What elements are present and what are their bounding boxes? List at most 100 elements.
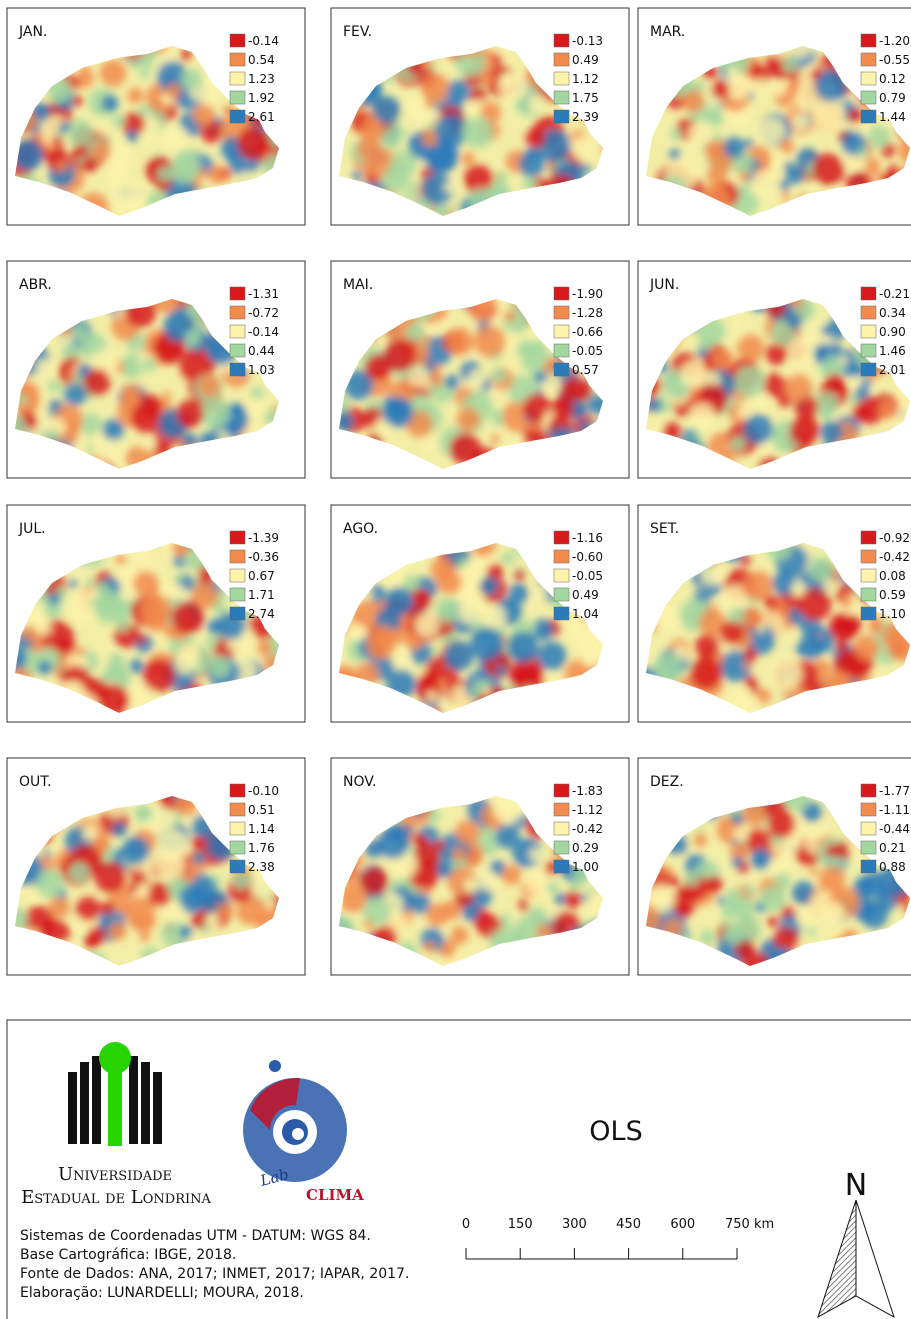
map-cell <box>112 822 127 837</box>
legend-swatch <box>554 822 569 835</box>
legend-label: 0.08 <box>879 569 906 583</box>
map-cell <box>206 636 218 648</box>
map-cell <box>207 619 223 635</box>
map-cell <box>122 837 150 865</box>
map-cell <box>461 152 474 165</box>
map-cell <box>468 369 486 387</box>
legend-label: -1.12 <box>572 803 603 817</box>
legend-swatch <box>230 531 245 544</box>
scale-label: 150 <box>508 1217 533 1232</box>
map-cell <box>216 903 232 919</box>
legend-swatch <box>554 91 569 104</box>
map-panel: JAN.-0.140.541.231.922.61 <box>3 8 305 232</box>
map-cell <box>112 114 125 127</box>
legend-label: 0.59 <box>879 588 906 602</box>
map-cell <box>251 387 264 400</box>
scale-bar: 0150300450600750 km <box>462 1217 774 1259</box>
map-cell <box>191 913 205 927</box>
map-cell <box>688 403 715 430</box>
map-cell <box>481 72 495 86</box>
legend-label: -0.44 <box>879 822 910 836</box>
legend-swatch <box>554 531 569 544</box>
map-cell <box>405 322 424 341</box>
map-cell <box>349 623 367 641</box>
credit-line: Fonte de Dados: ANA, 2017; INMET, 2017; … <box>20 1266 409 1282</box>
map-cell <box>498 71 528 101</box>
credit-line: Elaboração: LUNARDELLI; MOURA, 2018. <box>20 1285 304 1301</box>
legend-swatch <box>554 588 569 601</box>
legend-swatch <box>554 72 569 85</box>
map-cell <box>462 116 494 148</box>
map-cell <box>458 601 481 624</box>
legend-swatch <box>230 53 245 66</box>
map-cell <box>116 697 126 707</box>
map-cell <box>419 110 430 121</box>
legend-swatch <box>861 306 876 319</box>
map-cell <box>751 848 772 869</box>
map-cell <box>112 181 144 213</box>
map-cell <box>743 414 773 444</box>
map-cell <box>91 142 110 161</box>
map-cell <box>36 620 51 635</box>
map-cell <box>507 632 538 663</box>
map-cell <box>231 403 245 417</box>
map-cell <box>435 840 446 851</box>
legend-swatch <box>861 588 876 601</box>
legend-swatch <box>230 363 245 376</box>
legend-swatch <box>554 53 569 66</box>
map-cell <box>38 661 52 675</box>
map-cell <box>68 862 90 884</box>
map-cell <box>59 122 70 133</box>
legend-label: -1.77 <box>879 784 910 798</box>
map-cell <box>717 897 725 905</box>
map-cell <box>179 884 208 913</box>
legend-label: 0.79 <box>879 91 906 105</box>
legend-label: -0.72 <box>248 306 279 320</box>
map-cell <box>744 610 763 629</box>
map-cell <box>799 634 824 659</box>
legend-swatch <box>861 72 876 85</box>
map-cell <box>56 161 67 172</box>
map-cell <box>108 922 127 941</box>
legend-label: 1.71 <box>248 588 275 602</box>
legend-swatch <box>861 784 876 797</box>
map-cell <box>727 67 737 77</box>
map-cell <box>443 948 453 958</box>
map-cell <box>649 399 663 413</box>
legend-swatch <box>230 344 245 357</box>
map-cell <box>825 374 844 393</box>
legend-label: 0.12 <box>879 72 906 86</box>
map-cell <box>767 916 778 927</box>
legend-label: 1.14 <box>248 822 275 836</box>
map-cell <box>508 583 528 603</box>
map-cell <box>399 108 424 133</box>
map-cell <box>792 113 810 131</box>
map-cell <box>76 647 85 656</box>
scale-label: 450 <box>616 1217 641 1232</box>
month-label: NOV. <box>343 774 376 790</box>
map-panel: SET.-0.92-0.420.080.591.10 <box>632 505 911 728</box>
legend-label: 2.74 <box>248 607 275 621</box>
map-panel: NOV.-1.83-1.12-0.420.291.00 <box>323 758 629 984</box>
map-cell <box>176 400 203 427</box>
legend-label: 0.54 <box>248 53 275 67</box>
legend-swatch <box>554 344 569 357</box>
legend-swatch <box>861 607 876 620</box>
map-cell <box>126 130 139 143</box>
map-cell <box>135 805 153 823</box>
legend-label: 0.88 <box>879 860 906 874</box>
map-cell <box>175 573 184 582</box>
map-cell <box>779 139 794 154</box>
legend-label: 1.23 <box>248 72 275 86</box>
map-cell <box>94 591 126 623</box>
legend-swatch <box>861 53 876 66</box>
map-cell <box>697 348 707 358</box>
legend-swatch <box>861 344 876 357</box>
legend-swatch <box>554 803 569 816</box>
map-cell <box>806 926 816 936</box>
legend-swatch <box>554 34 569 47</box>
map-cell <box>102 419 123 440</box>
legend-swatch <box>861 803 876 816</box>
map-cell <box>807 335 820 348</box>
map-cell <box>501 865 521 885</box>
